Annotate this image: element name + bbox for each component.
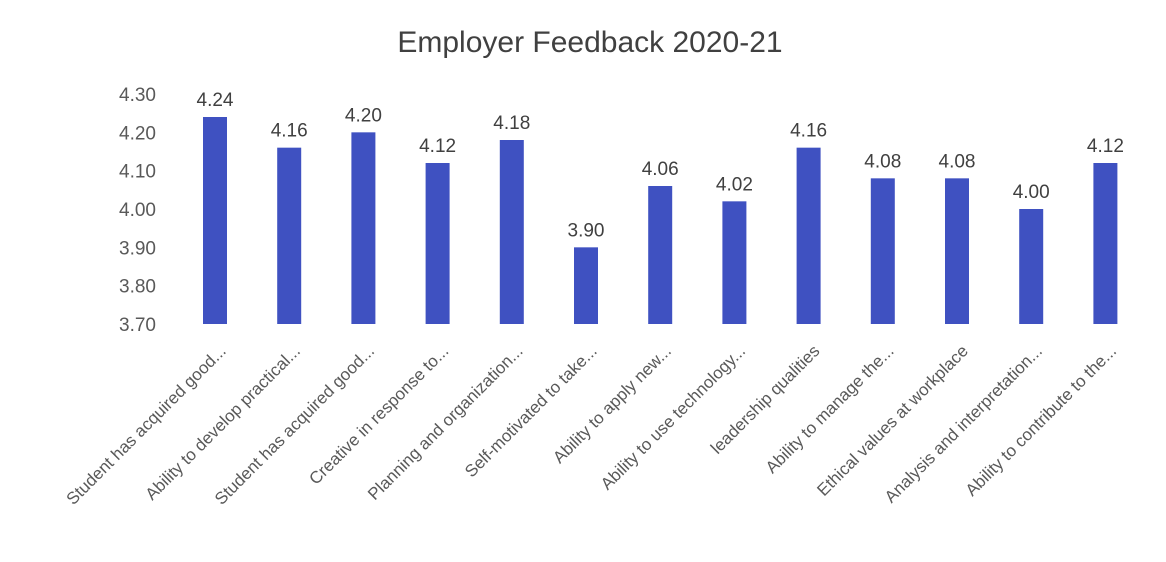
data-label: 4.12 (419, 136, 456, 157)
x-tick-label: Ability to manage the... (762, 341, 898, 477)
bar (1019, 209, 1044, 324)
x-tick-label: Ability to contribute to the... (962, 341, 1120, 499)
data-label: 4.00 (1013, 182, 1050, 203)
y-tick-label: 4.10 (119, 162, 156, 183)
data-label: 4.02 (716, 174, 753, 195)
data-label: 3.90 (568, 220, 605, 241)
bars (203, 117, 1118, 324)
bar (425, 163, 450, 324)
x-tick-label: Ability to use technology... (597, 341, 749, 493)
bar (351, 132, 376, 324)
bar (499, 140, 524, 324)
bar (945, 178, 969, 324)
chart-title: Employer Feedback 2020-21 (397, 26, 782, 59)
data-label: 4.16 (790, 121, 827, 142)
data-label: 4.06 (642, 159, 679, 180)
x-tick-label: Creative in response to... (305, 341, 452, 488)
bar (722, 201, 747, 324)
data-label: 4.12 (1087, 136, 1124, 157)
data-labels: 4.24 4.16 4.20 4.12 4.18 3.90 4.06 4.02 4.16 4.08… (197, 90, 1124, 241)
x-tick-label: Analysis and interpretation... (881, 341, 1046, 506)
bar (1093, 163, 1118, 324)
y-tick-label: 3.80 (119, 277, 156, 298)
x-tick-label: Student has acquired good... (211, 341, 378, 508)
x-tick-label: Ability to develop practical... (142, 341, 304, 503)
data-label: 4.08 (939, 151, 976, 172)
y-axis-ticks: 4.30 4.20 4.10 4.00 3.90 3.80 3.70 (119, 85, 156, 336)
data-label: 4.08 (864, 151, 901, 172)
y-tick-label: 4.20 (119, 123, 156, 144)
bar (574, 247, 598, 324)
data-label: 4.16 (271, 121, 308, 142)
bar (648, 186, 673, 324)
y-tick-label: 3.70 (119, 315, 156, 336)
bar (203, 117, 227, 324)
x-tick-label: Ethical values at workplace (813, 341, 971, 499)
data-label: 4.18 (493, 113, 530, 134)
data-label: 4.20 (345, 105, 382, 126)
x-tick-label: Planning and organization... (364, 341, 526, 503)
bar (870, 178, 895, 324)
data-label: 4.24 (197, 90, 234, 111)
y-tick-label: 3.90 (119, 238, 156, 259)
y-tick-label: 4.00 (119, 200, 156, 221)
x-axis-ticks: Student has acquired good...Ability to d… (63, 341, 1121, 508)
bar (277, 147, 302, 324)
x-tick-label: Student has acquired good... (63, 341, 230, 508)
y-tick-label: 4.30 (119, 85, 156, 106)
bar (796, 147, 821, 324)
x-tick-label: Self-motivated to take... (461, 341, 601, 481)
